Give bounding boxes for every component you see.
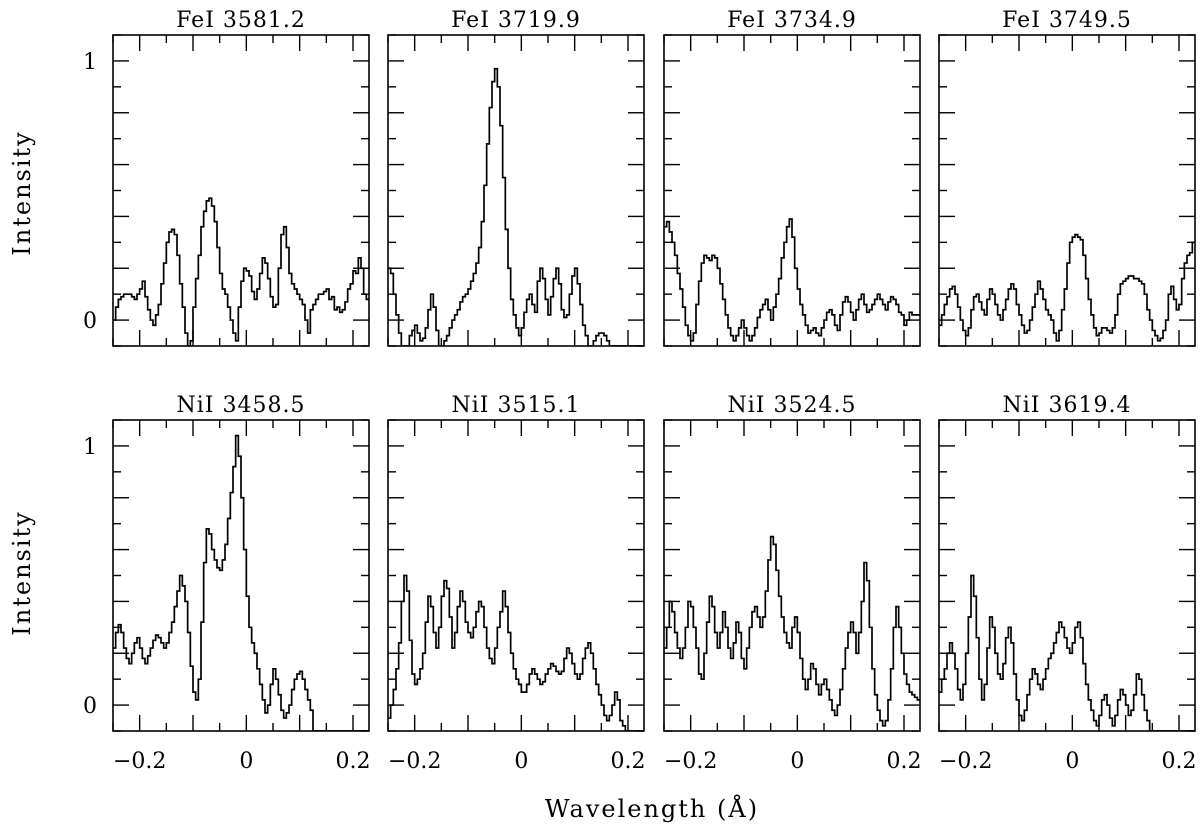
spectrum-series <box>939 233 1195 342</box>
chart-panel: NiI 3524.5 −0.2 0 0.2 <box>663 393 922 774</box>
panel-grid: FeI 3581.2 0 1 FeI 3719.9 FeI 3734.9 FeI 3749… <box>83 8 1197 774</box>
x-axis-label: Wavelength (Å) <box>545 794 759 823</box>
chart-panel: FeI 3719.9 <box>387 8 645 347</box>
x-tick-label: 0.2 <box>887 749 922 774</box>
spectrum-series <box>939 574 1195 731</box>
y-tick-label: 0 <box>83 694 97 719</box>
panel-title: NiI 3458.5 <box>177 393 306 418</box>
x-tick-label: −0.2 <box>939 749 992 774</box>
panel-title: NiI 3515.1 <box>452 393 581 418</box>
chart-panel: NiI 3619.4 −0.2 0 0.2 <box>938 393 1197 774</box>
chart-panel: FeI 3734.9 <box>663 8 921 347</box>
panel-frame <box>938 34 1196 347</box>
x-tick-label: 0 <box>514 749 528 774</box>
spectrum-series <box>388 67 644 346</box>
x-tick-label: 0 <box>239 749 253 774</box>
spectrum-series <box>113 434 369 731</box>
y-tick-label: 1 <box>83 435 97 460</box>
spectrum-series <box>664 535 920 727</box>
chart-panel: NiI 3458.5 0 1 −0.2 0 0.2 <box>83 393 371 774</box>
y-axis-label-bottom: Intensity <box>8 510 36 635</box>
chart-panel: NiI 3515.1 −0.2 0 0.2 <box>387 393 646 774</box>
panel-frame <box>387 34 645 347</box>
y-tick-label: 0 <box>83 309 97 334</box>
x-tick-label: 0 <box>1065 749 1079 774</box>
panel-title: NiI 3619.4 <box>1003 393 1132 418</box>
x-tick-label: −0.2 <box>113 749 166 774</box>
panel-frame <box>938 419 1196 732</box>
y-axis-label-top: Intensity <box>8 130 36 255</box>
panel-frame <box>663 419 921 732</box>
x-tick-label: 0.2 <box>611 749 646 774</box>
panel-title: FeI 3734.9 <box>727 8 857 33</box>
x-tick-label: −0.2 <box>388 749 441 774</box>
x-tick-label: −0.2 <box>664 749 717 774</box>
spectrum-series <box>388 574 644 731</box>
panel-title: FeI 3581.2 <box>176 8 306 33</box>
panel-frame <box>387 419 645 732</box>
panel-title: FeI 3719.9 <box>451 8 581 33</box>
panel-title: NiI 3524.5 <box>728 393 857 418</box>
chart-panel: FeI 3581.2 0 1 <box>83 8 370 347</box>
spectrum-series <box>664 218 920 342</box>
x-tick-label: 0 <box>790 749 804 774</box>
x-tick-label: 0.2 <box>1162 749 1197 774</box>
spectrum-series <box>113 197 369 346</box>
panel-title: FeI 3749.5 <box>1002 8 1132 33</box>
x-tick-label: 0.2 <box>336 749 371 774</box>
y-tick-label: 1 <box>83 50 97 75</box>
chart-panel: FeI 3749.5 <box>938 8 1196 347</box>
